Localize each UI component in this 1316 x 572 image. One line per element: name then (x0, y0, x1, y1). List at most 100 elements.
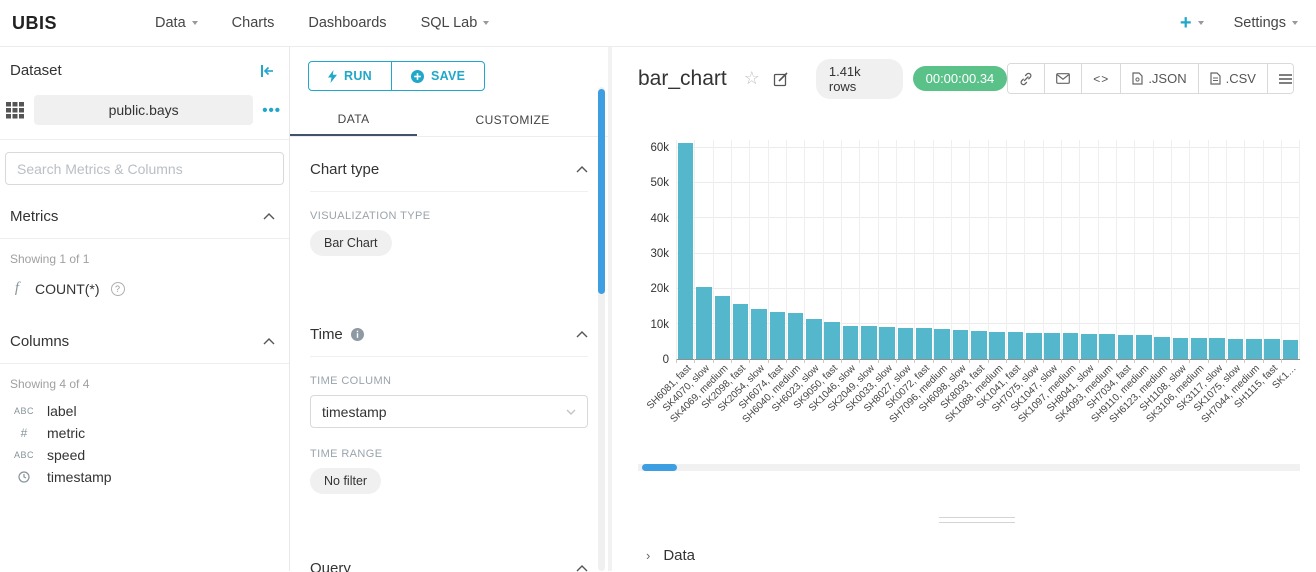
bar-cell[interactable]: SK2054, slow (716, 140, 767, 414)
bar-cell[interactable]: SH6023, slow (770, 140, 822, 414)
tab-data[interactable]: DATA (290, 104, 418, 136)
bar-cell[interactable]: SH6074, fast (736, 140, 786, 412)
column-item[interactable]: # metric (0, 422, 289, 444)
resize-handle[interactable] (939, 517, 1015, 523)
column-item[interactable]: ABC speed (0, 444, 289, 466)
bar[interactable] (769, 311, 786, 359)
bar-cell[interactable]: SH7044, medium (1199, 140, 1262, 425)
bar-cell[interactable]: SK1088, medium (943, 140, 1006, 425)
bar-cell[interactable]: SK1041, fast (975, 140, 1024, 411)
bar-cell[interactable]: SH9110, medium (1090, 140, 1152, 425)
menu-dashboards[interactable]: Dashboards (308, 15, 387, 31)
bar[interactable] (879, 326, 896, 359)
bar-cell[interactable]: SH8041, slow (1045, 140, 1097, 414)
bar[interactable] (989, 331, 1006, 359)
bar[interactable] (1026, 332, 1042, 359)
bar-cell[interactable]: SK1075, slow (1192, 140, 1244, 414)
bar[interactable] (1209, 338, 1225, 359)
bar-cell[interactable]: SK1097, medium (1016, 140, 1079, 425)
bar-cell[interactable]: SK1046, slow (807, 140, 859, 414)
bar-cell[interactable]: SK0033, slow (844, 140, 896, 414)
chart-type-section-header[interactable]: Chart type (310, 137, 588, 192)
bar-cell[interactable]: SK3106, medium (1145, 140, 1207, 425)
embed-code-button[interactable]: <> (1081, 64, 1121, 93)
bar-cell[interactable]: SK8093, fast (938, 140, 987, 411)
bar[interactable] (1136, 335, 1152, 359)
collapse-panel-icon[interactable] (260, 64, 275, 78)
bar[interactable] (677, 142, 694, 359)
bar-cell[interactable]: SH6081, fast (645, 140, 694, 412)
bar-cell[interactable]: SK4070, slow (661, 140, 712, 414)
favorite-star-icon[interactable]: ☆ (743, 68, 760, 88)
metrics-section-header[interactable]: Metrics (0, 191, 289, 239)
menu-charts[interactable]: Charts (231, 15, 275, 31)
bar-cell[interactable]: SH6098, slow (917, 140, 969, 414)
bar[interactable] (1007, 331, 1024, 359)
column-item[interactable]: ABC label (0, 400, 289, 422)
visualization-type-value[interactable]: Bar Chart (310, 230, 392, 256)
time-range-value[interactable]: No filter (310, 468, 382, 494)
tab-customize[interactable]: CUSTOMIZE (475, 113, 550, 127)
bar[interactable] (824, 322, 841, 359)
new-item-button[interactable]: + (1180, 12, 1204, 35)
bar[interactable] (1282, 340, 1299, 359)
time-column-select[interactable]: timestamp (310, 395, 588, 428)
bar[interactable] (1172, 337, 1189, 359)
bar-cell[interactable]: SH7034, fast (1085, 140, 1134, 412)
data-section-toggle[interactable]: › Data (638, 547, 1316, 564)
bar-cell[interactable]: SK1… (1270, 140, 1299, 391)
bar[interactable] (1117, 334, 1134, 359)
column-item[interactable]: timestamp (0, 466, 289, 488)
bar-cell[interactable]: SH6123, medium (1108, 140, 1171, 425)
bar[interactable] (1044, 333, 1061, 359)
bar[interactable] (732, 304, 749, 359)
bar[interactable] (696, 286, 712, 359)
search-metrics-columns-input[interactable] (5, 152, 284, 185)
bar[interactable] (1081, 334, 1097, 359)
run-button[interactable]: RUN (308, 61, 392, 91)
vertical-scrollbar-track[interactable] (598, 87, 605, 571)
bar-cell[interactable]: SH8027, slow (862, 140, 914, 414)
bar[interactable] (806, 318, 822, 359)
bar[interactable] (897, 327, 914, 359)
bar-cell[interactable]: SH7096, medium (888, 140, 951, 425)
metric-item[interactable]: f COUNT(*) ? (0, 275, 289, 302)
bar[interactable] (1264, 339, 1280, 359)
bar-cell[interactable]: SH6040, medium (741, 140, 804, 425)
horizontal-scrollbar-thumb[interactable] (642, 464, 677, 471)
bar[interactable] (787, 312, 804, 359)
bar[interactable] (952, 330, 969, 359)
bar-cell[interactable]: SK9050, fast (792, 140, 841, 411)
menu-data[interactable]: Data (155, 15, 198, 31)
menu-sql-lab[interactable]: SQL Lab (421, 15, 490, 31)
bar[interactable] (971, 330, 987, 359)
bar[interactable] (842, 325, 859, 359)
bar[interactable] (934, 329, 951, 359)
bar-cell[interactable]: SK4069, medium (668, 140, 731, 425)
chart-menu-button[interactable] (1266, 64, 1294, 93)
bar[interactable] (861, 325, 877, 359)
bar-cell[interactable]: SH1108, slow (1137, 140, 1189, 414)
bar-cell[interactable]: SH1115, fast (1232, 140, 1281, 411)
settings-menu[interactable]: Settings (1234, 15, 1298, 31)
bar-cell[interactable]: SK4093, medium (1053, 140, 1116, 425)
bar[interactable] (1062, 333, 1079, 359)
export-json-button[interactable]: .JSON (1120, 64, 1198, 93)
horizontal-scrollbar-track[interactable] (638, 464, 1300, 471)
vertical-scrollbar-thumb[interactable] (598, 89, 605, 294)
bar[interactable] (916, 328, 932, 359)
email-button[interactable] (1044, 64, 1082, 93)
query-section-header[interactable]: Query (310, 536, 588, 572)
columns-section-header[interactable]: Columns (0, 316, 289, 364)
bar[interactable] (1099, 334, 1115, 359)
edit-title-icon[interactable] (773, 71, 789, 87)
app-logo[interactable]: UBIS (12, 12, 58, 33)
export-csv-button[interactable]: .CSV (1197, 64, 1267, 93)
bar-cell[interactable]: SK0072, fast (883, 140, 932, 411)
bar[interactable] (714, 295, 731, 359)
bar-cell[interactable]: SH7075, slow (990, 140, 1042, 414)
save-button[interactable]: SAVE (390, 61, 486, 91)
bar-cell[interactable]: SK2049, slow (826, 140, 877, 414)
dataset-more-icon[interactable]: ••• (262, 101, 281, 119)
bar-cell[interactable]: SK2098, fast (700, 140, 749, 411)
